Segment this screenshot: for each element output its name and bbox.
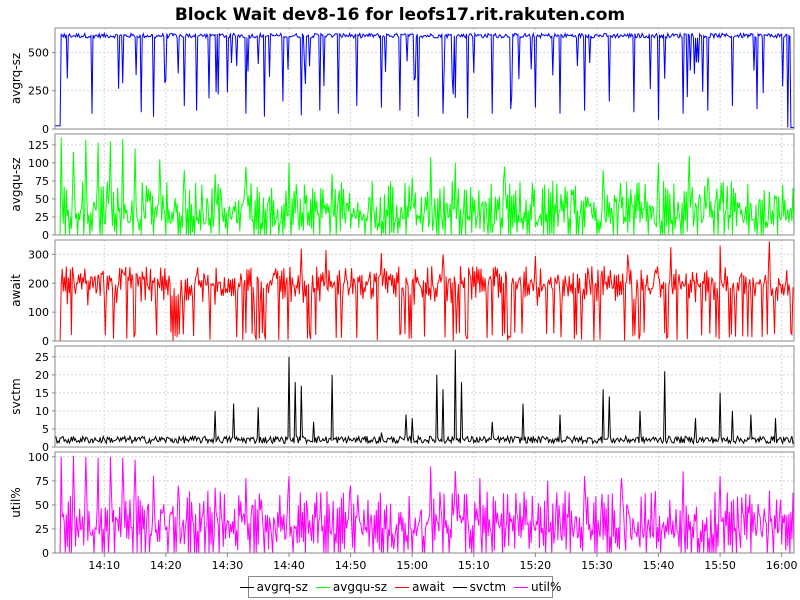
- legend-label-await: await: [412, 580, 445, 594]
- legend-label-svctm: svctm: [469, 580, 507, 594]
- y-tick-label: 200: [28, 277, 49, 290]
- y-tick-label: 15: [35, 387, 49, 400]
- legend: avgrq-sz avgqu-sz await svctm util%: [239, 576, 561, 598]
- x-tick-label: 14:40: [273, 559, 305, 572]
- x-tick-label: 14:20: [150, 559, 182, 572]
- y-tick-label: 100: [28, 157, 49, 170]
- y-axis-label: util%: [9, 487, 23, 517]
- legend-label-util: util%: [531, 580, 562, 594]
- y-tick-label: 0: [42, 547, 49, 560]
- y-tick-label: 0: [42, 123, 49, 136]
- y-tick-label: 25: [35, 211, 49, 224]
- legend-item-svctm: svctm: [452, 580, 507, 594]
- y-tick-label: 50: [35, 499, 49, 512]
- y-axis-label: await: [9, 274, 23, 307]
- y-axis-label: svctm: [9, 378, 23, 414]
- y-tick-label: 300: [28, 248, 49, 261]
- panel-bg: [55, 452, 794, 553]
- legend-item-await: await: [395, 580, 445, 594]
- panel-border: [54, 345, 795, 448]
- y-tick-label: 5: [42, 423, 49, 436]
- y-tick-label: 25: [35, 351, 49, 364]
- legend-item-util: util%: [514, 580, 561, 594]
- legend-item-avgrq-sz: avgrq-sz: [239, 580, 308, 594]
- y-axis-label: avgqu-sz: [9, 157, 23, 211]
- y-tick-label: 75: [35, 175, 49, 188]
- series-line-svctm: [54, 349, 795, 446]
- x-tick-label: 14:50: [335, 559, 367, 572]
- panel-border: [54, 27, 795, 130]
- panel-border: [54, 239, 795, 342]
- x-tick-label: 14:30: [212, 559, 244, 572]
- legend-swatch-svctm: [452, 586, 467, 588]
- series-line-await: [55, 241, 795, 342]
- legend-swatch-util: [514, 586, 529, 588]
- chart-title: Block Wait dev8-16 for leofs17.rit.rakut…: [175, 5, 625, 25]
- panel-util%: 0 25 50 75 100 util%: [9, 451, 795, 560]
- x-tick-label: 15:20: [519, 559, 551, 572]
- x-tick-label: 15:10: [458, 559, 490, 572]
- y-axis-label: avgrq-sz: [9, 53, 23, 104]
- legend-item-avgqu-sz: avgqu-sz: [315, 580, 388, 594]
- x-tick-label: 16:00: [766, 559, 798, 572]
- panel-bg: [55, 346, 794, 447]
- legend-label-avgqu-sz: avgqu-sz: [332, 580, 388, 594]
- series-line-avgrq-sz: [55, 31, 794, 128]
- x-tick-label: 14:10: [88, 559, 120, 572]
- x-tick-label: 15:00: [396, 559, 428, 572]
- x-tick-label: 15:40: [643, 559, 675, 572]
- y-tick-label: 100: [28, 306, 49, 319]
- y-tick-label: 50: [35, 193, 49, 206]
- y-tick-label: 250: [28, 85, 49, 98]
- y-tick-label: 75: [35, 475, 49, 488]
- legend-label-avgrq-sz: avgrq-sz: [256, 580, 308, 594]
- panel-bg: [55, 28, 794, 129]
- y-tick-label: 20: [35, 369, 49, 382]
- legend-swatch-await: [395, 586, 410, 588]
- legend-swatch-avgqu-sz: [315, 586, 330, 588]
- y-tick-label: 100: [28, 451, 49, 464]
- x-tick-label: 15:30: [581, 559, 613, 572]
- x-tick-label: 15:50: [704, 559, 736, 572]
- y-tick-label: 25: [35, 523, 49, 536]
- panel-avgqu-sz: 0 25 50 75 100 125 avgqu-sz: [9, 133, 795, 242]
- panel-svctm: 0 5 10 15 20 25 svctm: [9, 345, 795, 454]
- y-tick-label: 0: [42, 441, 49, 454]
- panel-border: [54, 133, 795, 236]
- y-tick-label: 0: [42, 335, 49, 348]
- legend-swatch-avgrq-sz: [239, 586, 254, 588]
- panel-await: 0 100 200 300 await: [9, 239, 795, 348]
- y-tick-label: 0: [42, 229, 49, 242]
- panel-avgrq-sz: 0 250 500 avgrq-sz: [9, 27, 795, 136]
- y-tick-label: 125: [28, 139, 49, 152]
- y-tick-label: 500: [28, 46, 49, 59]
- y-tick-label: 10: [35, 405, 49, 418]
- panel-border: [54, 451, 795, 554]
